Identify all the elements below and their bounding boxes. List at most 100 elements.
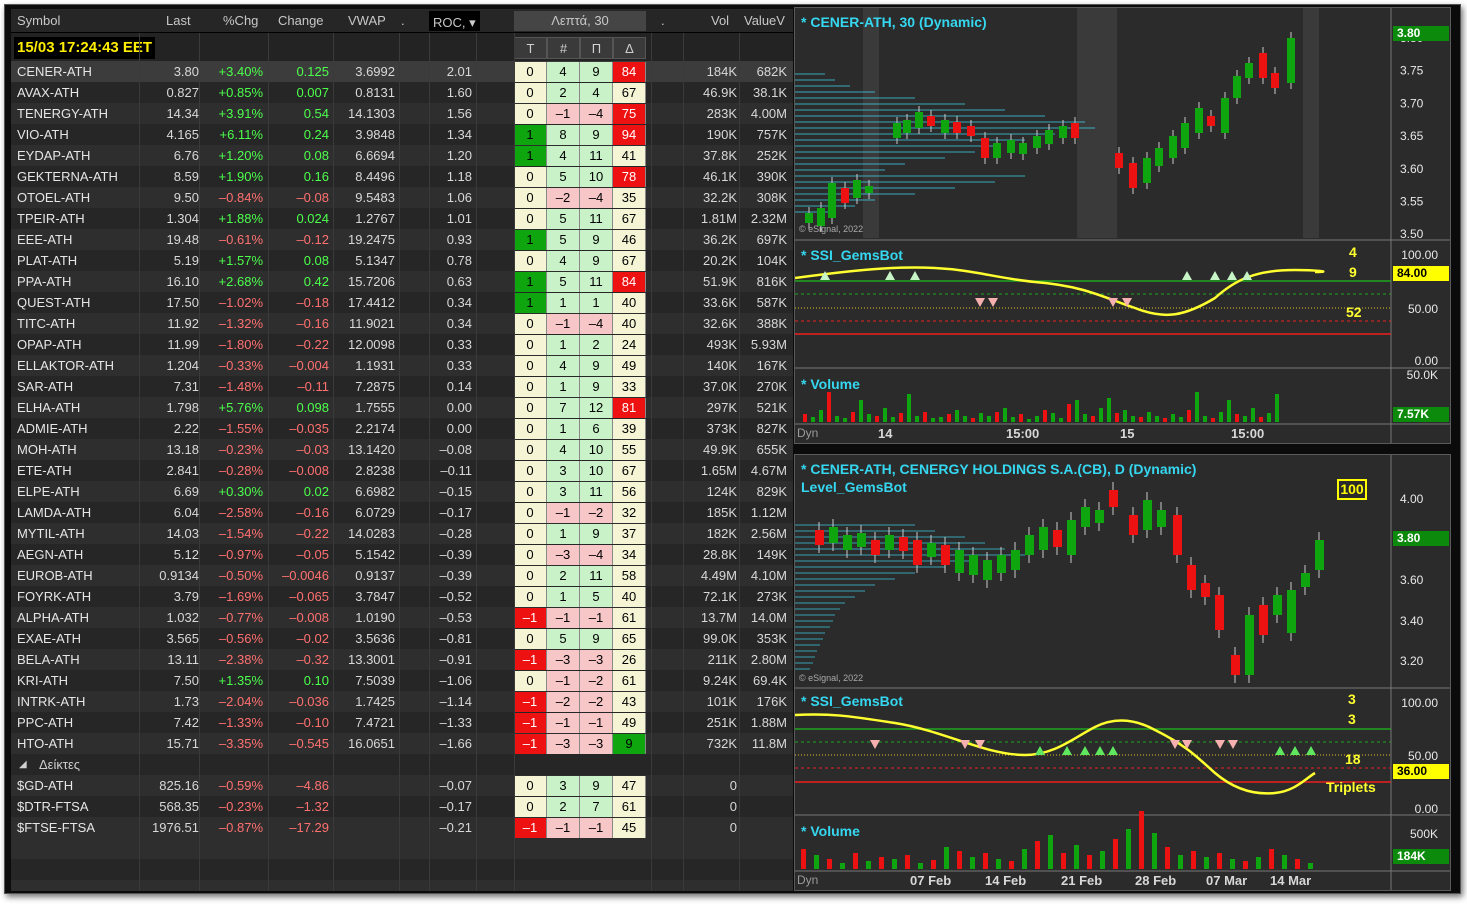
col-vol[interactable]: Vol: [711, 13, 730, 28]
col-valuev[interactable]: ValueV: [744, 13, 785, 28]
table-row[interactable]: TPEIR-ATH 1.304 +1.88% 0.024 1.2767 1.01 1.81M…: [11, 208, 793, 229]
subcol-p[interactable]: Π: [580, 37, 613, 59]
empty-row[interactable]: [11, 880, 793, 891]
table-row[interactable]: EXAE-ATH 3.565 –0.56% –0.02 3.5636 –0.81 99.0K…: [11, 628, 793, 649]
candle-body: [1033, 136, 1041, 148]
last-cell: 5.19: [173, 253, 199, 268]
table-row[interactable]: VIO-ATH 4.165 +6.11% 0.24 3.9848 1.34 190K 757K…: [11, 124, 793, 145]
table-row[interactable]: TENERGY-ATH 14.34 +3.91% 0.54 14.1303 1.56 283…: [11, 103, 793, 124]
roc-cell: 0.00: [446, 421, 472, 436]
valuev-cell: 11.8M: [751, 736, 787, 751]
roc-cell: 1.20: [446, 148, 472, 163]
daily-chart-canvas[interactable]: 4.00 3.80 3.60 3.40 3.20: [795, 455, 1451, 891]
empty-row[interactable]: [11, 838, 793, 859]
candle-body: [927, 543, 936, 557]
roc-cell: –1.66: [439, 736, 472, 751]
intraday-chart[interactable]: 3.80 3.75 3.70 3.65 3.60 3.55 3.50 * CENER-ATH…: [794, 7, 1451, 444]
table-row[interactable]: AVAX-ATH 0.827 +0.85% 0.007 0.8131 1.60 46.9K 3…: [11, 82, 793, 103]
valuev-cell: 816K: [756, 274, 787, 289]
volume-bar: [931, 418, 935, 422]
table-row[interactable]: ELHA-ATH 1.798 +5.76% 0.098 1.7555 0.00 297K 52…: [11, 397, 793, 418]
volume-bar: [1308, 863, 1313, 869]
col-pchg[interactable]: %Chg: [223, 13, 259, 28]
col-symbol[interactable]: Symbol: [17, 13, 61, 28]
valuev-cell: 252K: [756, 148, 787, 163]
subcol-d[interactable]: Δ: [613, 37, 646, 59]
table-row[interactable]: OPAP-ATH 11.99 –1.80% –0.22 12.0098 0.33 493K 5…: [11, 334, 793, 355]
table-row[interactable]: $DTR-FTSA 568.35 –0.23% –1.32 –0.17 0 0 2 7 61: [11, 796, 793, 817]
table-row[interactable]: PLAT-ATH 5.19 +1.57% 0.08 5.1347 0.78 20.2K 104…: [11, 250, 793, 271]
table-row[interactable]: ELLAKTOR-ATH 1.204 –0.33% –0.004 1.1931 0.33 1…: [11, 355, 793, 376]
col-vwap[interactable]: VWAP: [348, 13, 386, 28]
table-row[interactable]: SAR-ATH 7.31 –1.48% –0.11 7.2875 0.14 37.0K 270…: [11, 376, 793, 397]
col-last[interactable]: Last: [166, 13, 191, 28]
col-interval[interactable]: Λεπτά, 30: [514, 11, 646, 31]
last-cell: 2.841: [166, 463, 199, 478]
intraday-chart-canvas[interactable]: 3.80 3.75 3.70 3.65 3.60 3.55 3.50: [795, 8, 1451, 444]
table-row[interactable]: BELA-ATH 13.11 –2.38% –0.32 13.3001 –0.91 211K…: [11, 649, 793, 670]
change-cell: –0.08: [296, 190, 329, 205]
table-row[interactable]: ALPHA-ATH 1.032 –0.77% –0.008 1.0190 –0.53 13.…: [11, 607, 793, 628]
table-row[interactable]: EEE-ATH 19.48 –0.61% –0.12 19.2475 0.93 36.2K 6…: [11, 229, 793, 250]
table-row[interactable]: HTO-ATH 15.71 –3.35% –0.545 16.0651 –1.66 732K…: [11, 733, 793, 754]
signal-box-t: –1: [514, 692, 547, 712]
table-row[interactable]: TITC-ATH 11.92 –1.32% –0.16 11.9021 0.34 32.6K…: [11, 313, 793, 334]
signal-box-n: –3: [547, 650, 580, 670]
table-row[interactable]: OTOEL-ATH 9.50 –0.84% –0.08 9.5483 1.06 32.2K 3…: [11, 187, 793, 208]
table-row[interactable]: EUROB-ATH 0.9134 –0.50% –0.0046 0.9137 –0.39 4…: [11, 565, 793, 586]
table-row[interactable]: INTRK-ATH 1.73 –2.04% –0.036 1.7425 –1.14 101K…: [11, 691, 793, 712]
signal-box-p: –2: [580, 503, 613, 523]
table-row[interactable]: LAMDA-ATH 6.04 –2.58% –0.16 6.0729 –0.17 185K 1…: [11, 502, 793, 523]
chevron-down-icon[interactable]: ▾: [469, 15, 476, 30]
vol-cell: 33.6K: [703, 295, 737, 310]
valuev-cell: 14.0M: [750, 610, 787, 625]
dyn-label[interactable]: Dyn: [797, 873, 819, 887]
table-row[interactable]: PPA-ATH 16.10 +2.68% 0.42 15.7206 0.63 51.9K 81…: [11, 271, 793, 292]
table-row[interactable]: QUEST-ATH 17.50 –1.02% –0.18 17.4412 0.34 33.6…: [11, 292, 793, 313]
change-cell: 0.10: [303, 673, 329, 688]
volume-bar: [1195, 392, 1199, 422]
subcol-n[interactable]: #: [547, 37, 580, 59]
y-tick-label: 4.00: [1400, 492, 1424, 506]
collapse-icon[interactable]: ◢: [19, 759, 27, 770]
pchg-cell: –0.59%: [218, 778, 263, 793]
table-row[interactable]: $FTSE-FTSA 1976.51 –0.87% –17.29 –0.21 0 –1 –1–…: [11, 817, 793, 838]
table-row[interactable]: GEKTERNA-ATH 8.59 +1.90% 0.16 8.4496 1.18 46.1…: [11, 166, 793, 187]
table-row[interactable]: MYTIL-ATH 14.03 –1.54% –0.22 14.0283 –0.28 182…: [11, 523, 793, 544]
volume-bar: [814, 855, 819, 869]
dyn-label[interactable]: Dyn: [797, 426, 819, 440]
last-cell: 16.10: [166, 274, 199, 289]
table-row[interactable]: ELPE-ATH 6.69 +0.30% 0.02 6.6982 –0.15 124K 829…: [11, 481, 793, 502]
signal-box-d: 67: [613, 461, 646, 481]
symbol-cell: HTO-ATH: [17, 736, 74, 751]
table-row[interactable]: AEGN-ATH 5.12 –0.97% –0.05 5.1542 –0.39 28.8K 1…: [11, 544, 793, 565]
volume-bar: [1227, 400, 1231, 422]
table-row[interactable]: KRI-ATH 7.50 +1.35% 0.10 7.5039 –1.06 9.24K 69.…: [11, 670, 793, 691]
vol-cell: 36.2K: [703, 232, 737, 247]
daily-chart[interactable]: 4.00 3.80 3.60 3.40 3.20 * CENER-ATH, CENERG…: [794, 454, 1451, 891]
table-row[interactable]: MOH-ATH 13.18 –0.23% –0.03 13.1420 –0.08 49.9K…: [11, 439, 793, 460]
pchg-cell: –0.77%: [218, 610, 263, 625]
signal-box-t: 0: [514, 251, 547, 271]
group-row[interactable]: ◢ Δείκτες: [11, 754, 793, 775]
col-roc[interactable]: ROC, ▾: [429, 11, 480, 31]
change-cell: –0.22: [296, 526, 329, 541]
table-row[interactable]: FOYRK-ATH 3.79 –1.69% –0.065 3.7847 –0.52 72.1…: [11, 586, 793, 607]
col-change[interactable]: Change: [278, 13, 324, 28]
vol-cell: 99.0K: [703, 631, 737, 646]
last-cell: 19.48: [166, 232, 199, 247]
valuev-cell: 38.1K: [753, 85, 787, 100]
valuev-cell: 2.80M: [750, 652, 787, 667]
subcol-t[interactable]: Τ: [514, 37, 547, 59]
signal-box-n: –1: [547, 503, 580, 523]
volume-bar: [971, 418, 975, 422]
table-row[interactable]: PPC-ATH 7.42 –1.33% –0.10 7.4721 –1.33 251K 1.8…: [11, 712, 793, 733]
empty-row[interactable]: [11, 859, 793, 880]
table-row[interactable]: $GD-ATH 825.16 –0.59% –4.86 –0.07 0 0 3 9 47: [11, 775, 793, 796]
table-row[interactable]: CENER-ATH 3.80 +3.40% 0.125 3.6992 2.01 184K 68…: [11, 61, 793, 82]
table-row[interactable]: ETE-ATH 2.841 –0.28% –0.008 2.8238 –0.11 1.65M…: [11, 460, 793, 481]
table-row[interactable]: EYDAP-ATH 6.76 +1.20% 0.08 6.6694 1.20 37.8K 25…: [11, 145, 793, 166]
col-dot2: .: [661, 13, 665, 28]
table-row[interactable]: ADMIE-ATH 2.22 –1.55% –0.035 2.2174 0.00 373K 8…: [11, 418, 793, 439]
vol-cell: 37.8K: [703, 148, 737, 163]
